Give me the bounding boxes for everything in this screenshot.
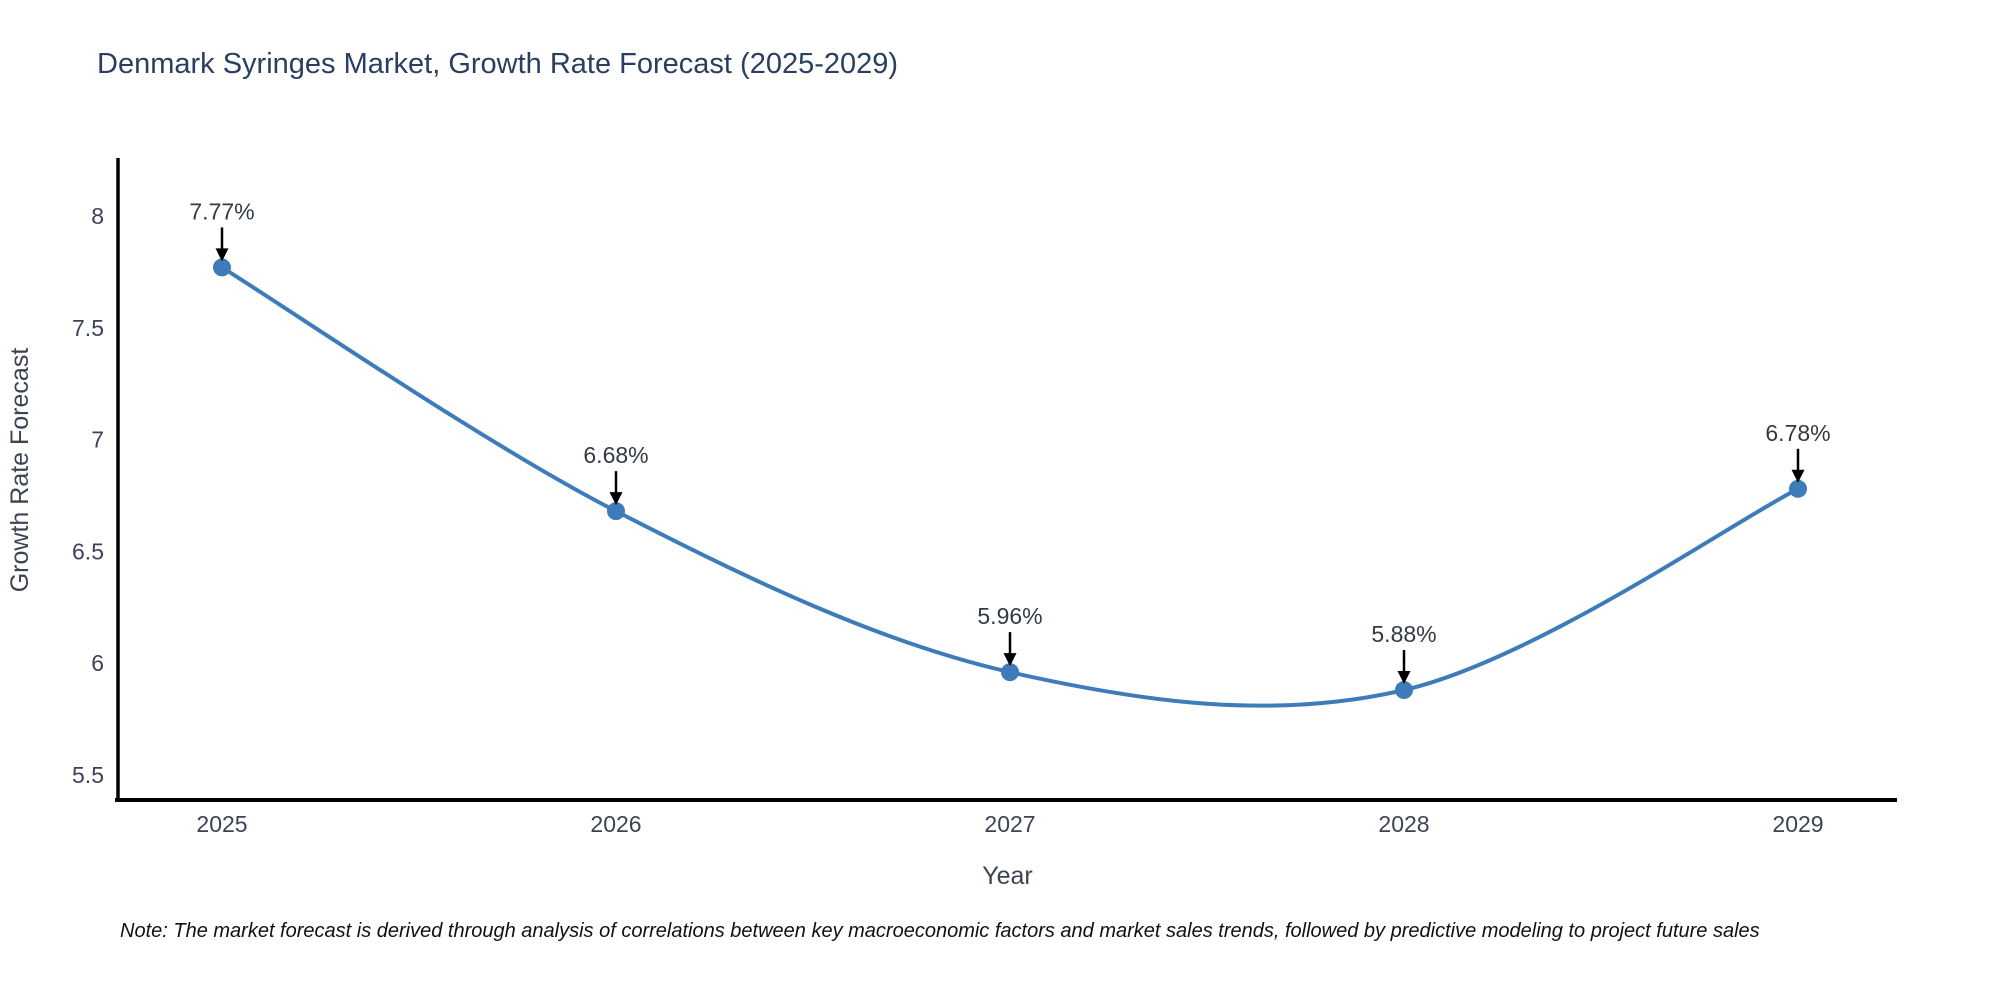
data-point-marker [213, 258, 231, 277]
annotation-arrowhead [1003, 653, 1017, 667]
y-tick-label: 5.5 [72, 762, 104, 788]
y-tick-label: 7 [91, 427, 104, 453]
chart-title: Denmark Syringes Market, Growth Rate For… [97, 48, 899, 80]
x-tick-label: 2029 [1772, 811, 1823, 837]
annotation-arrowhead [215, 248, 229, 262]
x-tick-label: 2028 [1378, 811, 1429, 837]
y-axis-title: Growth Rate Forecast [6, 348, 34, 593]
annotation-label: 6.78% [1765, 420, 1830, 446]
y-tick-label: 6.5 [72, 538, 104, 564]
x-axis-title: Year [982, 862, 1033, 890]
annotation-label: 5.96% [977, 603, 1042, 629]
y-tick-label: 8 [91, 203, 104, 229]
x-tick-label: 2026 [590, 811, 641, 837]
data-point-marker [1789, 479, 1807, 498]
annotation-label: 6.68% [583, 442, 648, 468]
data-point-marker [1395, 681, 1413, 700]
x-tick-label: 2025 [196, 811, 247, 837]
annotation-arrowhead [1397, 671, 1411, 685]
y-tick-label: 6 [91, 650, 104, 676]
annotation-label: 5.88% [1371, 621, 1436, 647]
x-tick-label: 2027 [984, 811, 1035, 837]
footnote: Note: The market forecast is derived thr… [120, 920, 1760, 942]
annotation-arrowhead [1791, 469, 1805, 483]
y-tick-label: 7.5 [72, 315, 104, 341]
annotation-label: 7.77% [189, 198, 254, 224]
data-point-marker [607, 502, 625, 521]
annotation-arrowhead [609, 492, 623, 506]
data-point-marker [1001, 663, 1019, 682]
